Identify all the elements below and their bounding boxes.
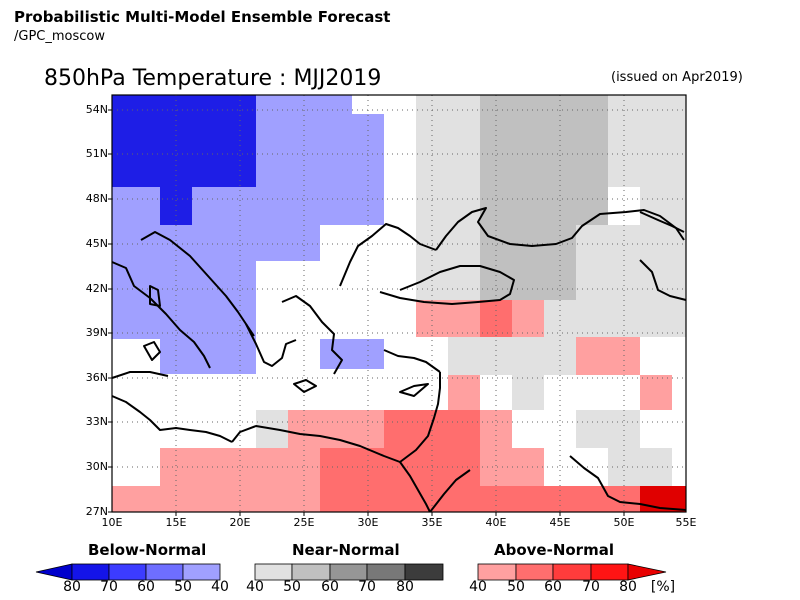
lat-label: 33N: [85, 415, 108, 428]
legend-below-label: 80: [63, 579, 81, 595]
legend-near-swatch-0: [254, 563, 293, 581]
legend-below-swatch-2: [108, 563, 147, 581]
issued-date: (issued on Apr2019): [611, 70, 743, 85]
lon-label: 55E: [675, 516, 697, 529]
legend-above-label: 60: [544, 579, 562, 595]
lat-label: 48N: [85, 192, 108, 205]
grid-cell-above-50: [320, 486, 640, 512]
legend-near-bar: [254, 563, 444, 581]
probability-grid: [112, 95, 686, 512]
legend-near-label: 60: [321, 579, 339, 595]
grid-cell-above-40: [416, 300, 480, 337]
header-title: Probabilistic Multi-Model Ensemble Forec…: [14, 8, 391, 26]
coastlines: [111, 207, 687, 513]
legend-near-label: 40: [246, 579, 264, 595]
legend-above-label: 50: [507, 579, 525, 595]
gridlines: [112, 95, 686, 512]
map-title: 850hPa Temperature : MJJ2019: [44, 66, 382, 91]
legend-near-label: 70: [358, 579, 376, 595]
header-subtitle: /GPC_moscow: [14, 29, 105, 44]
legend-near-swatch-3: [366, 563, 406, 581]
lon-label: 45E: [549, 516, 571, 529]
legend-below-swatch-4: [182, 563, 221, 581]
lon-label: 40E: [485, 516, 507, 529]
legend-below-label: 60: [137, 579, 155, 595]
legend-near-swatch-1: [291, 563, 331, 581]
map-frame: [111, 94, 687, 513]
lon-label: 20E: [229, 516, 251, 529]
legend-above-bar: [477, 563, 667, 581]
grid-cell-above-50: [384, 410, 480, 448]
lon-label: 10E: [101, 516, 123, 529]
grid-cell-below-40: [256, 114, 384, 225]
legend-below-bar: [35, 563, 221, 581]
lat-label: 27N: [85, 505, 108, 518]
grid-cell-above-40: [640, 375, 672, 410]
lat-label: 30N: [85, 460, 108, 473]
lat-label: 42N: [85, 282, 108, 295]
grid-cell-near-40: [608, 448, 672, 486]
grid-cell-below-40: [192, 187, 256, 225]
grid-cell-above-50: [320, 448, 480, 486]
lon-label: 50E: [613, 516, 635, 529]
legend-below-label: 70: [100, 579, 118, 595]
legend-above-swatch-2: [552, 563, 592, 581]
legend-below-swatch-3: [145, 563, 184, 581]
tick-marks: [108, 109, 625, 516]
lat-label: 36N: [85, 371, 108, 384]
lon-label: 30E: [357, 516, 379, 529]
grid-cell-above-40: [160, 448, 320, 486]
legend-below-title: Below-Normal: [88, 541, 207, 559]
grid-cell-above-40: [576, 337, 640, 375]
grid-cell-below-50: [112, 95, 256, 187]
grid-cell-near-40: [608, 95, 686, 187]
grid-cell-below-40: [160, 339, 256, 374]
grid-cell-above-40: [448, 375, 480, 410]
grid-cell-above-40: [288, 410, 384, 448]
grid-cell-near-40: [448, 337, 576, 375]
legend-above-label: 70: [582, 579, 600, 595]
legend-near-label: 80: [396, 579, 414, 595]
lon-label: 15E: [165, 516, 187, 529]
grid-cell-below-40: [320, 339, 384, 369]
legend-below-label: 50: [174, 579, 192, 595]
grid-cell-above-40: [480, 410, 512, 448]
grid-cell-near-40: [512, 375, 544, 410]
lat-label: 39N: [85, 326, 108, 339]
grid-cell-near-40: [640, 187, 686, 337]
grid-cell-near-40: [576, 410, 640, 448]
legend-near-title: Near-Normal: [292, 541, 400, 559]
legend-near-swatch-2: [329, 563, 368, 581]
legend-above-title: Above-Normal: [494, 541, 614, 559]
legend-near-swatch-4: [404, 563, 444, 581]
legend-near-label: 50: [283, 579, 301, 595]
legend-above-label: 40: [469, 579, 487, 595]
lon-label: 35E: [421, 516, 443, 529]
legend-above-swatch-1: [515, 563, 554, 581]
legend-below-swatch-1: [71, 563, 110, 581]
grid-cell-above-40: [512, 300, 544, 337]
lat-label: 54N: [85, 103, 108, 116]
legend-below-swatch-0: [35, 563, 73, 581]
lon-label: 25E: [293, 516, 315, 529]
grid-cell-near-40: [576, 225, 640, 337]
lat-label: 45N: [85, 237, 108, 250]
legend-below-label: 40: [211, 579, 229, 595]
legend-above-label: 80: [619, 579, 637, 595]
grid-cell-above-40: [112, 486, 320, 512]
legend-above-swatch-4: [627, 563, 667, 581]
legend-unit: [%]: [650, 579, 676, 595]
lat-label: 51N: [85, 147, 108, 160]
legend-above-swatch-3: [590, 563, 629, 581]
legend-above-swatch-0: [477, 563, 517, 581]
grid-cell-below-40: [112, 261, 256, 339]
grid-cell-below-40: [112, 225, 320, 261]
grid-cell-below-40: [112, 187, 160, 225]
grid-cell-below-40: [256, 95, 352, 114]
